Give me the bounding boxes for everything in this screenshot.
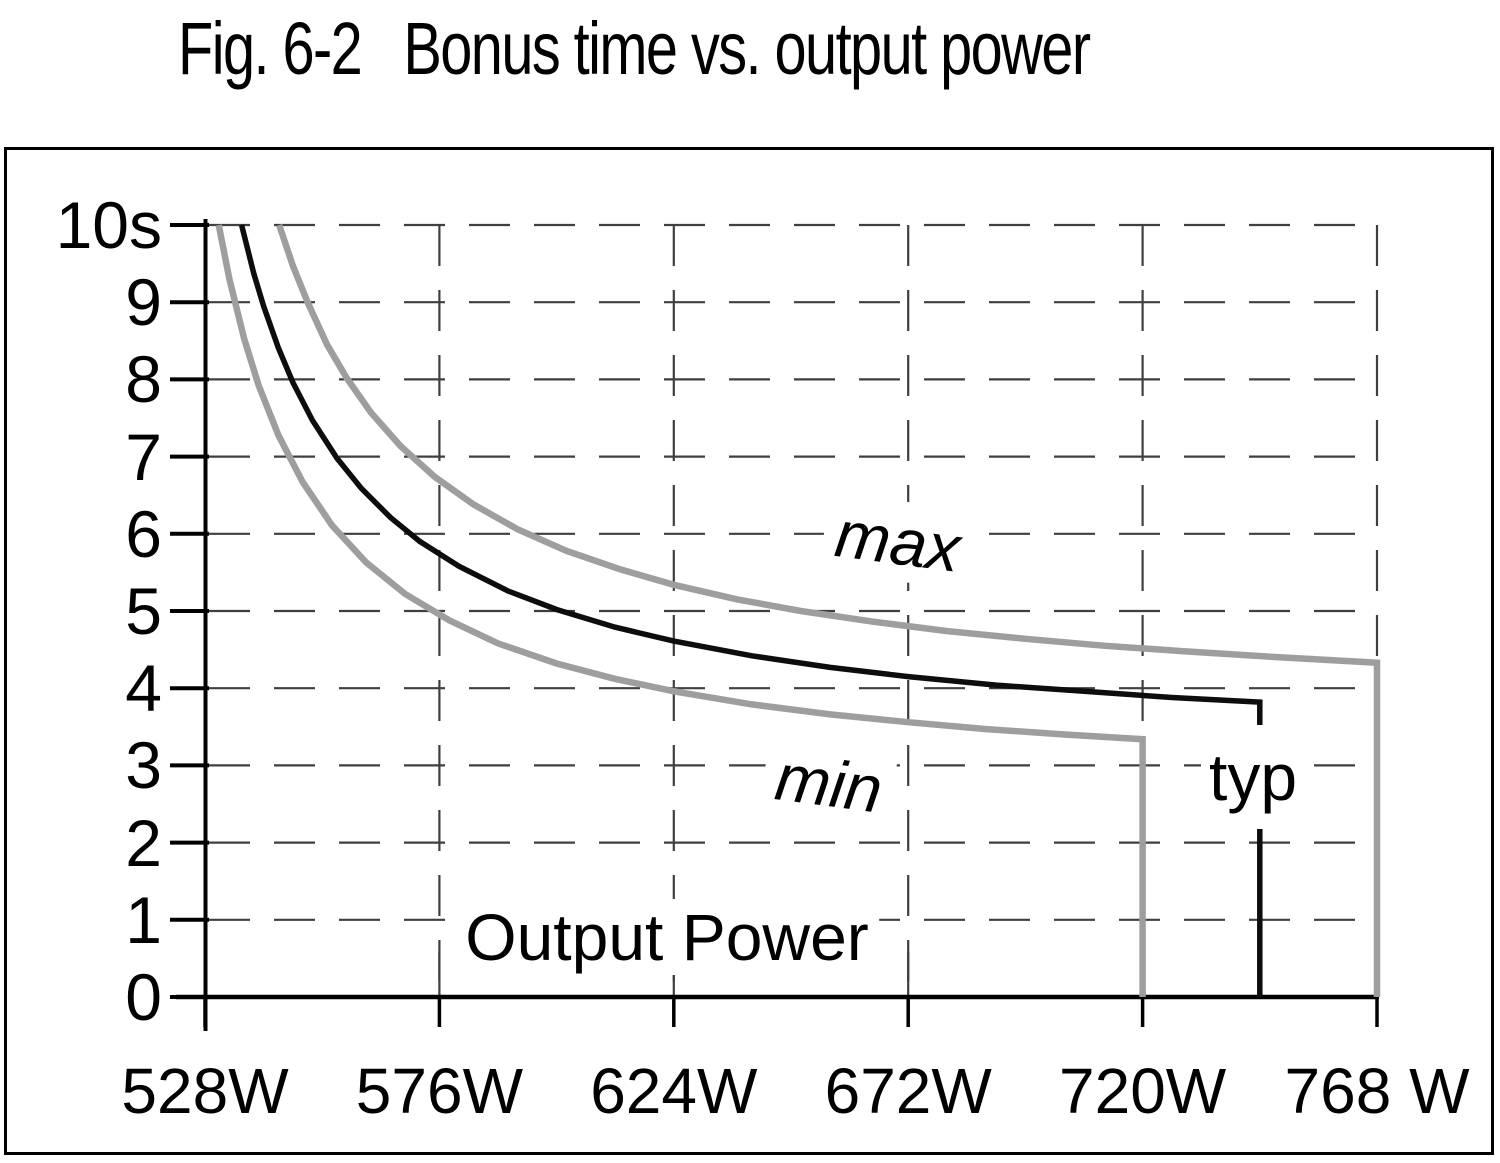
y-tick-label-7: 7 [125,419,162,494]
figure-label: Fig. 6-2 [178,7,363,90]
x-tick-label-768: 768 W [1284,1055,1470,1127]
chart-frame [4,147,1494,1155]
y-tick-label-3: 3 [125,728,162,803]
x-tick-label-672: 672W [824,1055,992,1127]
y-tick-label-0: 0 [125,960,162,1034]
y-tick-label-1: 1 [125,882,162,957]
x-tick-label-576: 576W [355,1055,523,1127]
figure-title-text: Bonus time vs. output power [403,7,1091,90]
curve-min [215,224,1146,997]
curve-typ [238,224,1263,997]
y-tick-label-4: 4 [125,651,162,726]
curve-label-min: min [759,734,899,832]
curve-max [276,223,1381,997]
curve-label-typ: typ [1200,725,1306,829]
x-tick-label-624: 624W [590,1055,758,1127]
y-tick-label-6: 6 [125,496,162,571]
y-tick-label-8: 8 [125,342,162,417]
y-tick-label-9: 9 [125,265,162,340]
x-tick-label-528: 528W [121,1055,289,1127]
x-axis-title: Output Power [455,899,879,975]
y-tick-label-2: 2 [125,805,162,880]
y-tick-label-5: 5 [125,574,162,648]
figure-title: Fig. 6-2 Bonus time vs. output power [178,6,1091,91]
x-tick-label-720: 720W [1059,1055,1227,1127]
y-tick-label-10: 10s [55,188,162,262]
